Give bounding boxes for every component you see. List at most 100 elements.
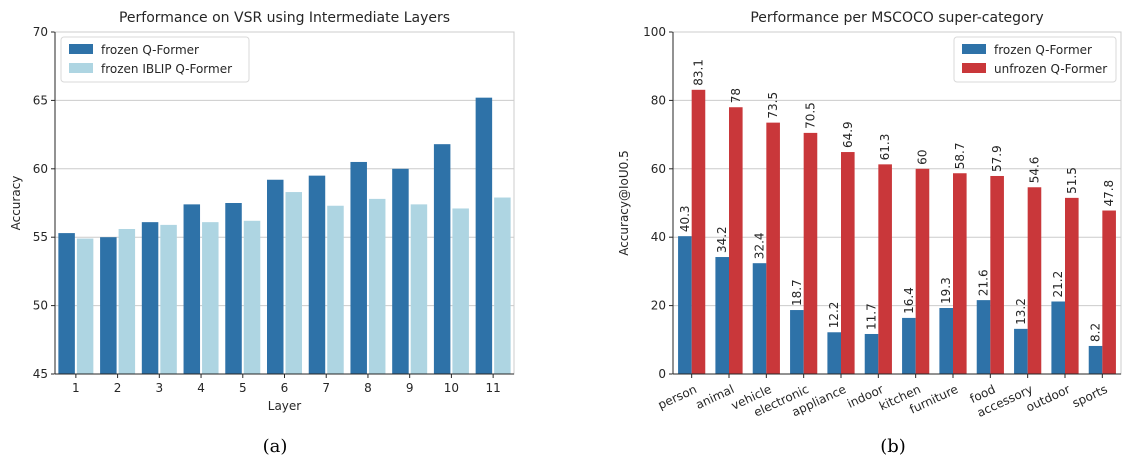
data-label: 51.5 xyxy=(1065,167,1079,194)
data-label: 19.3 xyxy=(939,277,953,304)
bar xyxy=(1014,328,1028,374)
bar xyxy=(827,332,841,374)
x-tick-label: person xyxy=(656,382,699,412)
data-label: 16.4 xyxy=(902,287,916,314)
bar xyxy=(141,222,159,374)
data-label: 70.5 xyxy=(803,102,817,129)
bar xyxy=(225,203,242,374)
x-tick-label: 8 xyxy=(364,381,372,395)
x-tick-label: animal xyxy=(693,382,736,412)
bar xyxy=(953,173,967,374)
bar xyxy=(327,205,344,374)
data-label: 40.3 xyxy=(678,205,692,232)
bar xyxy=(267,179,284,374)
bar xyxy=(1088,345,1103,374)
bar xyxy=(766,122,780,374)
data-label: 8.2 xyxy=(1089,323,1103,342)
bar xyxy=(1065,197,1079,374)
x-tick-label: 1 xyxy=(72,381,80,395)
bar xyxy=(392,168,409,374)
y-tick-label: 100 xyxy=(643,25,666,39)
bar xyxy=(452,208,469,374)
bar xyxy=(691,89,706,374)
y-tick-label: 20 xyxy=(651,299,666,313)
y-tick-label: 45 xyxy=(33,367,48,381)
bar xyxy=(475,97,493,374)
x-tick-label: 7 xyxy=(322,381,330,395)
bar xyxy=(243,220,261,374)
x-tick-label: 11 xyxy=(485,381,500,395)
bar xyxy=(433,144,451,374)
figure-caption: (a) xyxy=(263,436,288,457)
bar xyxy=(285,192,302,374)
y-axis-label: Accuracy xyxy=(9,176,23,231)
x-tick-label: 9 xyxy=(406,381,414,395)
x-axis-label: Layer xyxy=(268,399,302,413)
y-tick-label: 80 xyxy=(651,93,666,107)
data-label: 73.5 xyxy=(766,92,780,119)
bar xyxy=(160,224,177,374)
y-tick-label: 40 xyxy=(651,230,666,244)
x-tick-label: 10 xyxy=(444,381,459,395)
y-tick-label: 70 xyxy=(33,25,48,39)
bar xyxy=(715,257,729,374)
bar xyxy=(1102,210,1116,374)
legend-label: frozen Q-Former xyxy=(994,43,1092,57)
bar xyxy=(878,164,892,374)
data-label: 57.9 xyxy=(990,145,1004,172)
legend-swatch xyxy=(962,63,986,73)
data-label: 13.2 xyxy=(1014,298,1028,325)
bar xyxy=(752,263,767,374)
data-label: 21.6 xyxy=(977,269,991,296)
chart-panel-1: 0 20 40 60 80 100 40.3 34.2 32.4 18.7 12.2 11.7 16.4… xyxy=(617,10,1122,457)
bar xyxy=(803,132,818,374)
y-tick-label: 55 xyxy=(33,230,48,244)
bar xyxy=(841,152,855,374)
bar xyxy=(902,317,916,374)
data-label: 21.2 xyxy=(1051,271,1065,298)
bar xyxy=(58,233,75,374)
y-tick-label: 60 xyxy=(33,162,48,176)
legend-box xyxy=(60,36,250,83)
figure-caption: (b) xyxy=(880,436,906,457)
legend: frozen Q-Former unfrozen Q-Former xyxy=(953,36,1117,83)
x-tick-label: 3 xyxy=(155,381,163,395)
legend: frozen Q-Former frozen IBLIP Q-Former xyxy=(60,36,250,83)
x-tick-label: 5 xyxy=(239,381,247,395)
data-label: 61.3 xyxy=(878,134,892,161)
bar xyxy=(76,238,94,374)
data-label: 34.2 xyxy=(715,226,729,253)
legend-swatch xyxy=(69,63,93,73)
chart-title: Performance on VSR using Intermediate La… xyxy=(119,10,450,26)
data-label: 47.8 xyxy=(1102,180,1116,207)
data-label: 78 xyxy=(729,88,743,103)
legend-label: frozen Q-Former xyxy=(101,43,199,57)
bar xyxy=(678,236,692,374)
data-label: 60 xyxy=(915,150,929,165)
legend-box xyxy=(953,36,1117,83)
chart-title: Performance per MSCOCO super-category xyxy=(750,10,1043,26)
y-tick-label: 65 xyxy=(33,93,48,107)
bar xyxy=(368,198,386,374)
y-tick-label: 60 xyxy=(651,162,666,176)
bar xyxy=(729,107,743,375)
y-tick-label: 50 xyxy=(33,299,48,313)
bar xyxy=(939,307,953,374)
bar xyxy=(410,204,428,374)
legend-swatch xyxy=(962,44,986,54)
data-label: 54.6 xyxy=(1027,157,1041,184)
x-tick-label: 2 xyxy=(114,381,122,395)
legend-label: frozen IBLIP Q-Former xyxy=(101,62,232,76)
bar xyxy=(1027,187,1042,374)
bar xyxy=(202,222,219,374)
data-label: 83.1 xyxy=(691,59,705,86)
x-tick-label: 4 xyxy=(197,381,205,395)
legend-swatch xyxy=(69,44,93,54)
bar xyxy=(100,237,117,374)
data-label: 11.7 xyxy=(865,303,879,330)
data-label: 58.7 xyxy=(953,143,967,170)
bar xyxy=(494,197,511,374)
bar xyxy=(990,175,1004,374)
